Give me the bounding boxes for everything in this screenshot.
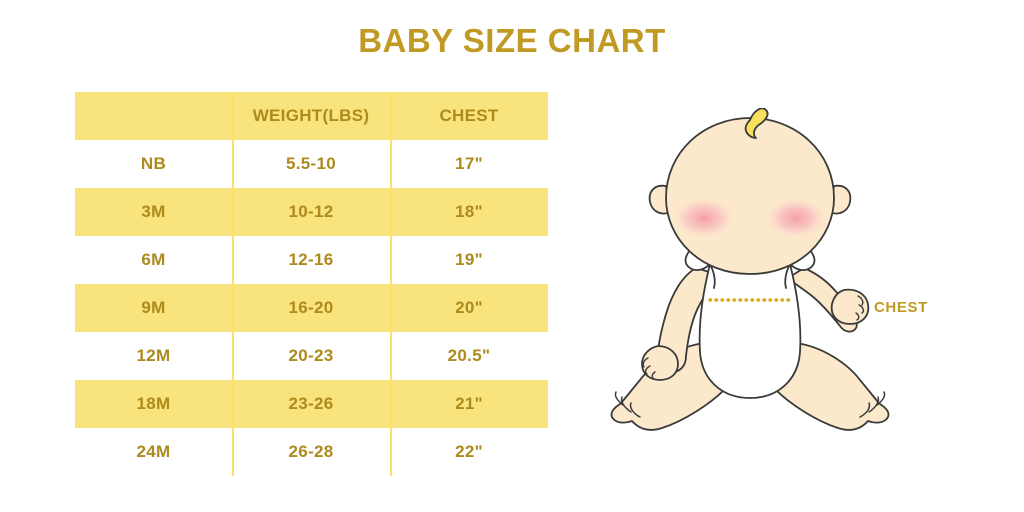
baby-left-arm [641,267,717,381]
page-title: BABY SIZE CHART [358,22,666,59]
header-cell-chest: CHEST [390,92,548,140]
header-cell-size [75,92,232,140]
cell-size: 6M [75,236,232,284]
baby-right-cheek-blush [766,198,826,238]
table-row: 6M 12-16 19" [75,236,548,284]
cell-weight: 12-16 [232,236,390,284]
table-row: 24M 26-28 22" [75,428,548,476]
baby-right-ear [829,184,852,215]
baby-hair-curl [744,108,769,139]
cell-weight: 10-12 [232,188,390,236]
cell-weight: 23-26 [232,380,390,428]
baby-left-cheek-blush [674,198,734,238]
cell-chest: 20" [390,284,548,332]
sitting-baby-illustration [610,108,890,431]
cell-weight: 20-23 [232,332,390,380]
table-row: 3M 10-12 18" [75,188,548,236]
chest-measurement-label: CHEST [874,299,928,316]
header-cell-weight: WEIGHT(LBS) [232,92,390,140]
cell-size: 9M [75,284,232,332]
cell-size: 18M [75,380,232,428]
cell-weight: 26-28 [232,428,390,476]
baby-right-arm [787,267,870,333]
cell-size: NB [75,140,232,188]
cell-chest: 22" [390,428,548,476]
cell-chest: 18" [390,188,548,236]
cell-chest: 19" [390,236,548,284]
cell-weight: 5.5-10 [232,140,390,188]
cell-chest: 17" [390,140,548,188]
table-body: NB 5.5-10 17" 3M 10-12 18" 6M 12-16 19" … [75,140,548,476]
cell-chest: 20.5" [390,332,548,380]
table-row: 9M 16-20 20" [75,284,548,332]
size-chart-table-container: WEIGHT(LBS) CHEST NB 5.5-10 17" 3M 10-12… [75,92,548,481]
table-row: NB 5.5-10 17" [75,140,548,188]
baby-left-ear [648,184,671,215]
cell-size: 12M [75,332,232,380]
table-row: 18M 23-26 21" [75,380,548,428]
cell-chest: 21" [390,380,548,428]
table-header-row: WEIGHT(LBS) CHEST [75,92,548,140]
cell-size: 3M [75,188,232,236]
baby-size-table: WEIGHT(LBS) CHEST NB 5.5-10 17" 3M 10-12… [75,92,548,476]
baby-head [665,117,835,275]
table-row: 12M 20-23 20.5" [75,332,548,380]
cell-weight: 16-20 [232,284,390,332]
cell-size: 24M [75,428,232,476]
